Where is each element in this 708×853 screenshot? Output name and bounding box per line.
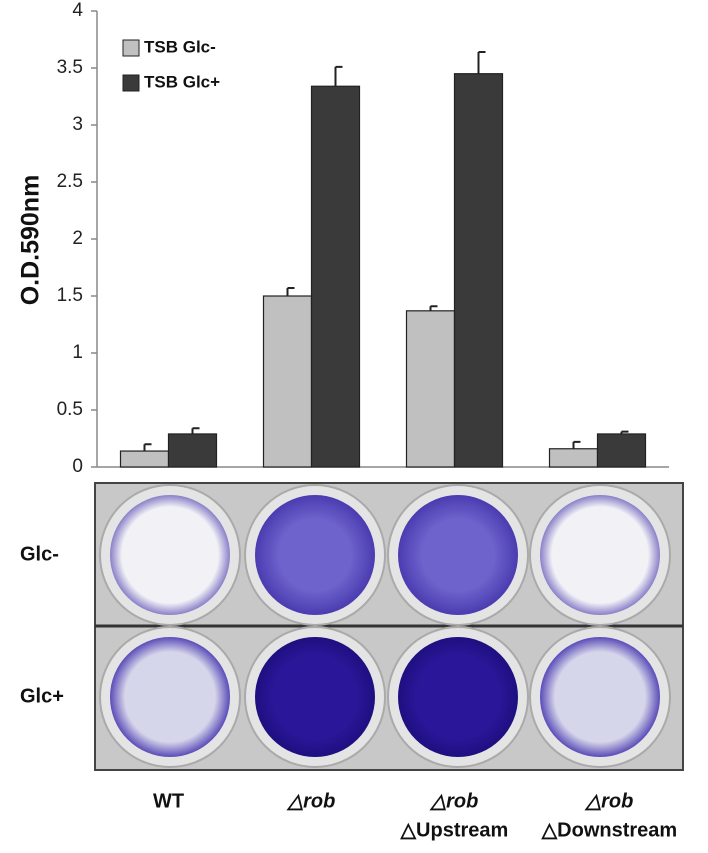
- bar: [453, 73, 504, 468]
- error-bar: [191, 427, 200, 434]
- y-tick-label: 4: [72, 0, 83, 21]
- y-axis-label: O.D.590nm: [17, 175, 45, 306]
- x-tick-label: △rob: [584, 790, 634, 812]
- error-bar: [477, 51, 486, 74]
- y-tick-label: 1.5: [57, 285, 83, 306]
- error-bar: [429, 305, 438, 311]
- y-tick-label: 2: [72, 228, 83, 249]
- error-bar: [286, 287, 295, 296]
- bar: [596, 433, 647, 468]
- row-label: Glc-: [20, 543, 59, 565]
- error-bar: [572, 440, 581, 449]
- bar: [548, 448, 599, 468]
- y-tick-label: 0.5: [57, 399, 83, 420]
- row-label: Glc+: [20, 685, 64, 707]
- y-tick-label: 0: [72, 456, 83, 477]
- bar: [119, 450, 170, 468]
- error-bar: [620, 430, 629, 434]
- x-tick-label: △rob: [429, 790, 479, 812]
- bar: [262, 295, 313, 468]
- error-bar: [143, 443, 152, 452]
- x-tick-label: △rob: [286, 790, 336, 812]
- legend-swatch: [122, 39, 140, 57]
- legend-label: TSB Glc-: [144, 37, 216, 56]
- x-tick-label: △Upstream: [400, 819, 509, 841]
- x-tick-label: WT: [153, 790, 184, 812]
- y-tick-label: 3.5: [57, 57, 83, 78]
- well-photo: [94, 482, 684, 771]
- y-tick-label: 2.5: [57, 171, 83, 192]
- legend-swatch: [122, 74, 140, 92]
- error-bar: [334, 65, 343, 87]
- x-tick-label: △Downstream: [541, 819, 677, 841]
- bar: [405, 310, 456, 468]
- bar: [310, 85, 361, 468]
- y-tick-label: 3: [72, 114, 83, 135]
- bar: [167, 433, 218, 468]
- y-tick-label: 1: [72, 342, 83, 363]
- legend-label: TSB Glc+: [144, 72, 220, 91]
